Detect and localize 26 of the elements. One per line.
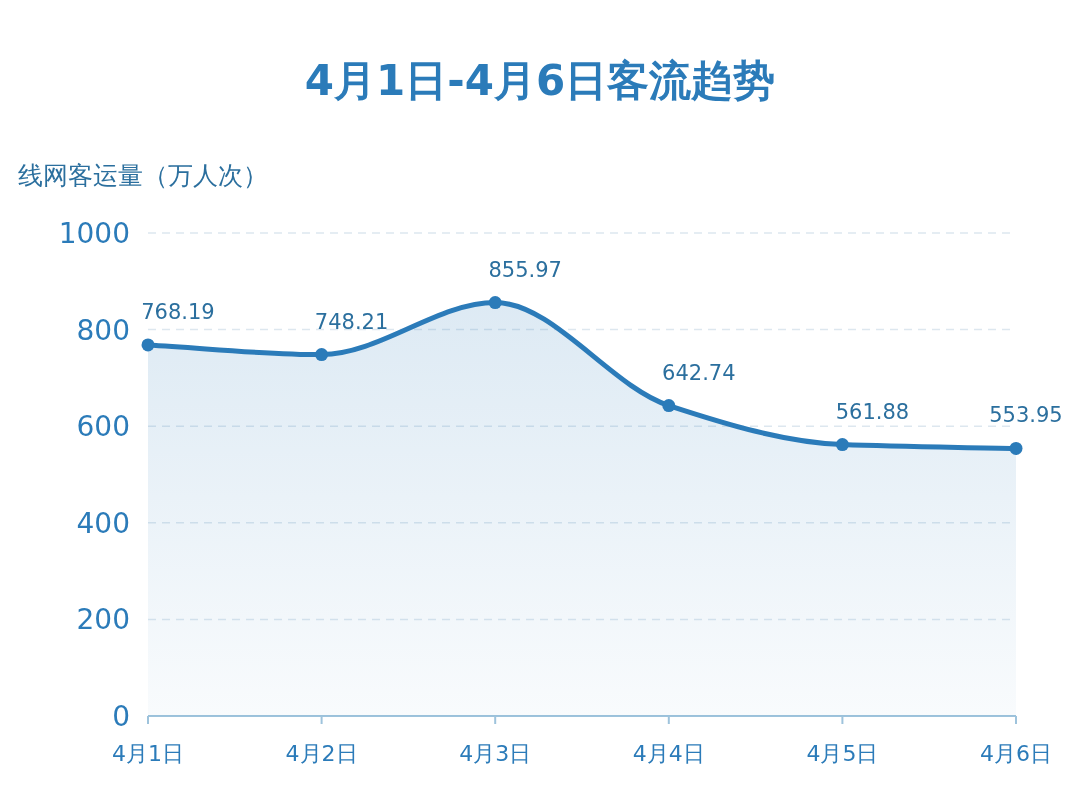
point	[141, 338, 155, 352]
point	[315, 348, 329, 362]
y-tick-label: 600	[76, 410, 130, 444]
x-tick-label: 4月3日	[459, 741, 532, 766]
data-label: 855.97	[488, 257, 562, 282]
point	[835, 438, 849, 452]
data-label: 642.74	[662, 360, 736, 385]
data-label: 768.19	[141, 299, 215, 324]
y-tick-label: 1000	[58, 217, 130, 250]
x-tick-label: 4月6日	[980, 741, 1052, 766]
data-label: 561.88	[835, 399, 910, 424]
y-axis-title: 线网客运量（万人次）	[18, 161, 268, 190]
x-tick-label: 4月1日	[112, 741, 184, 766]
data-label: 748.21	[314, 309, 389, 334]
y-tick-label: 200	[76, 603, 130, 637]
y-tick-label: 800	[76, 313, 130, 347]
point	[488, 296, 502, 310]
x-tick-label: 4月5日	[806, 741, 879, 766]
x-tick-label: 4月2日	[285, 741, 358, 766]
point	[1009, 441, 1023, 455]
y-tick-label: 0	[112, 700, 130, 733]
chart-title: 4月1日-4月6日客流趋势	[304, 56, 776, 105]
point	[662, 399, 676, 413]
data-label: 553.95	[989, 403, 1063, 428]
x-tick-label: 4月4日	[632, 741, 705, 766]
y-tick-label: 400	[76, 506, 130, 540]
